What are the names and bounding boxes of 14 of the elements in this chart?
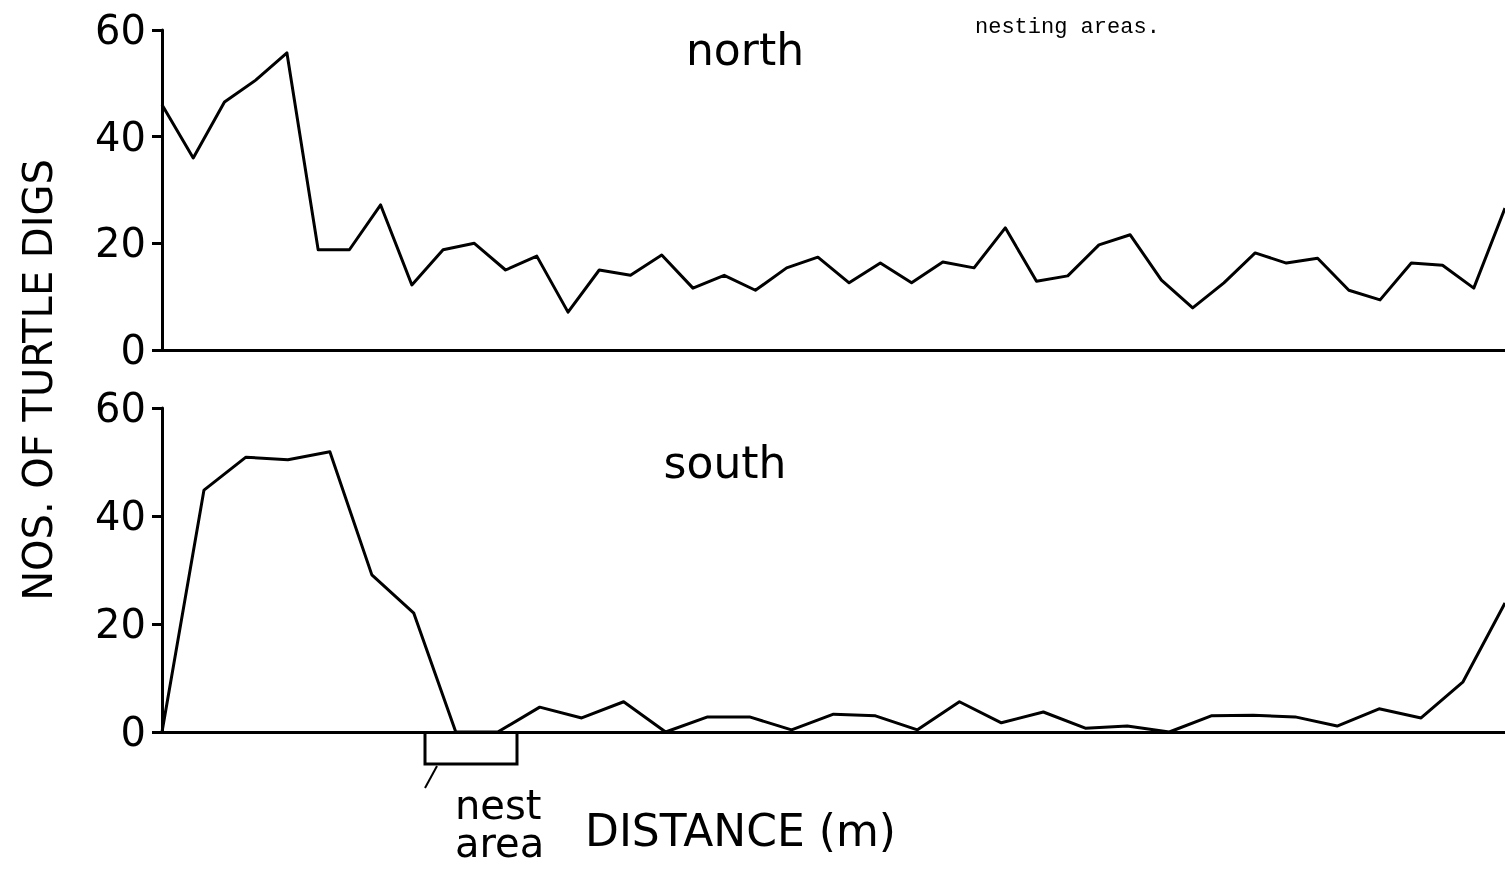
y-tick-label: 20 (95, 601, 146, 647)
text: nest area (455, 782, 555, 866)
y-tick-label: 40 (95, 493, 146, 539)
x-axis-title: DISTANCE (m) (585, 804, 896, 856)
annotation: nesting areas. (975, 14, 1160, 40)
y-tick-label: 20 (95, 220, 146, 267)
text: south (663, 436, 787, 488)
y-tick-label: 0 (120, 327, 146, 373)
y-axis-title: NOS. OF TURTLE DIGS (15, 159, 61, 601)
y-tick-label: 0 (120, 709, 146, 755)
y-tick-label: 60 (95, 385, 146, 431)
y-tick-label: 40 (95, 113, 146, 160)
y-tick-label: 60 (95, 7, 146, 53)
chart-title: north (685, 23, 805, 75)
